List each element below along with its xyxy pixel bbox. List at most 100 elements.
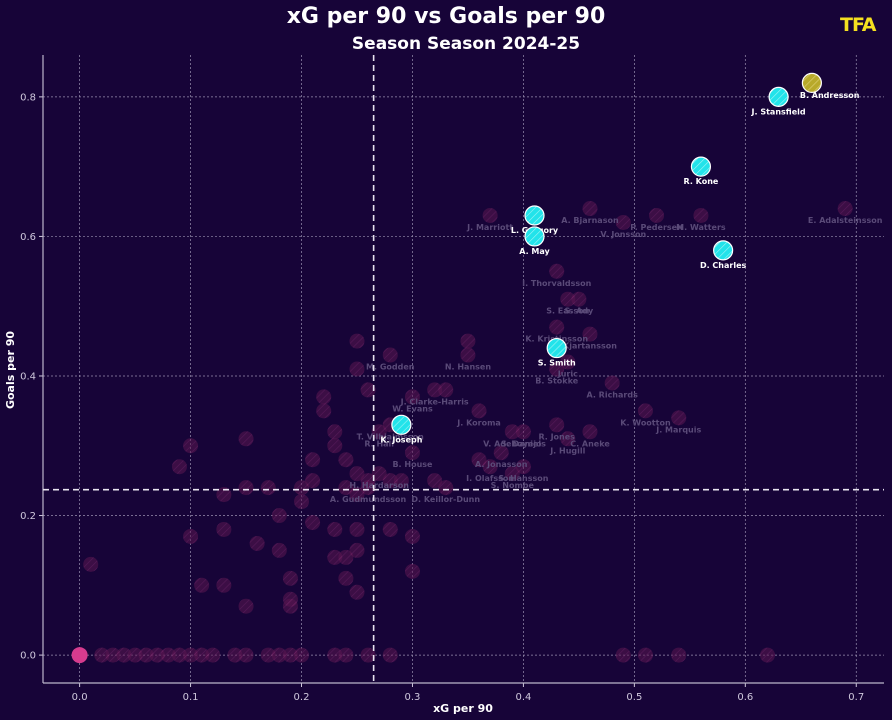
player-point[interactable]	[582, 201, 598, 217]
player-point[interactable]	[305, 473, 321, 489]
player-point[interactable]	[171, 459, 187, 475]
highlighted-player-point[interactable]	[524, 205, 545, 226]
player-point[interactable]	[260, 647, 276, 663]
player-point[interactable]	[460, 347, 476, 363]
player-point[interactable]	[216, 487, 232, 503]
player-point[interactable]	[404, 563, 420, 579]
zero-player-point[interactable]	[71, 647, 88, 664]
player-point[interactable]	[271, 542, 287, 558]
player-point[interactable]	[404, 389, 420, 405]
player-point[interactable]	[482, 207, 498, 223]
player-point[interactable]	[327, 521, 343, 537]
player-point[interactable]	[271, 647, 287, 663]
player-point[interactable]	[227, 647, 243, 663]
player-point[interactable]	[560, 354, 576, 370]
player-point[interactable]	[549, 417, 565, 433]
player-point[interactable]	[282, 647, 298, 663]
player-point[interactable]	[116, 647, 132, 663]
player-point[interactable]	[349, 521, 365, 537]
player-point[interactable]	[305, 515, 321, 531]
player-point[interactable]	[327, 424, 343, 440]
player-point[interactable]	[471, 403, 487, 419]
highlighted-player-point[interactable]	[524, 226, 545, 247]
player-point[interactable]	[238, 647, 254, 663]
player-point[interactable]	[515, 424, 531, 440]
player-point[interactable]	[327, 438, 343, 454]
player-point[interactable]	[493, 445, 509, 461]
player-point[interactable]	[560, 431, 576, 447]
player-point[interactable]	[615, 647, 631, 663]
player-point[interactable]	[482, 459, 498, 475]
player-point[interactable]	[294, 480, 310, 496]
player-point[interactable]	[382, 521, 398, 537]
highlighted-player-point[interactable]	[690, 156, 712, 177]
player-point[interactable]	[515, 459, 531, 475]
player-point[interactable]	[549, 263, 565, 279]
player-point[interactable]	[238, 480, 254, 496]
player-point[interactable]	[349, 584, 365, 600]
player-point[interactable]	[582, 326, 598, 342]
player-point[interactable]	[216, 577, 232, 593]
player-point[interactable]	[338, 549, 354, 565]
player-point[interactable]	[549, 361, 565, 377]
player-point[interactable]	[338, 570, 354, 586]
player-point[interactable]	[205, 647, 221, 663]
player-point[interactable]	[327, 647, 343, 663]
player-point[interactable]	[671, 647, 687, 663]
player-point[interactable]	[327, 549, 343, 565]
player-point[interactable]	[560, 291, 576, 307]
player-point[interactable]	[360, 382, 376, 398]
player-point[interactable]	[160, 647, 176, 663]
player-point[interactable]	[216, 521, 232, 537]
player-point[interactable]	[271, 508, 287, 524]
player-point[interactable]	[183, 438, 199, 454]
player-point[interactable]	[382, 473, 398, 489]
player-point[interactable]	[549, 319, 565, 335]
player-point[interactable]	[316, 389, 332, 405]
player-point[interactable]	[438, 382, 454, 398]
player-point[interactable]	[171, 647, 187, 663]
player-point[interactable]	[349, 333, 365, 349]
player-point[interactable]	[83, 556, 99, 572]
player-point[interactable]	[260, 480, 276, 496]
player-point[interactable]	[837, 201, 853, 217]
player-point[interactable]	[637, 403, 653, 419]
player-point[interactable]	[371, 424, 387, 440]
player-point[interactable]	[338, 452, 354, 468]
player-point[interactable]	[693, 207, 709, 223]
player-point[interactable]	[382, 647, 398, 663]
player-point[interactable]	[360, 480, 376, 496]
highlighted-player-point[interactable]	[713, 240, 734, 261]
player-point[interactable]	[671, 410, 687, 426]
player-point[interactable]	[127, 647, 143, 663]
player-point[interactable]	[438, 480, 454, 496]
highlighted-player-point[interactable]	[391, 414, 412, 435]
player-point[interactable]	[249, 535, 265, 551]
player-point[interactable]	[294, 494, 310, 510]
player-point[interactable]	[94, 647, 110, 663]
player-point[interactable]	[238, 431, 254, 447]
player-point[interactable]	[371, 466, 387, 482]
highlighted-player-point[interactable]	[768, 86, 789, 107]
player-point[interactable]	[138, 647, 154, 663]
player-point[interactable]	[582, 424, 598, 440]
player-point[interactable]	[282, 570, 298, 586]
player-point[interactable]	[194, 577, 210, 593]
player-point[interactable]	[349, 466, 365, 482]
player-point[interactable]	[360, 647, 376, 663]
player-point[interactable]	[460, 333, 476, 349]
player-point[interactable]	[294, 647, 310, 663]
player-point[interactable]	[238, 598, 254, 614]
player-point[interactable]	[282, 598, 298, 614]
player-point[interactable]	[637, 647, 653, 663]
player-point[interactable]	[316, 403, 332, 419]
player-point[interactable]	[471, 452, 487, 468]
player-point[interactable]	[338, 647, 354, 663]
player-point[interactable]	[305, 452, 321, 468]
player-point[interactable]	[615, 214, 631, 230]
player-point[interactable]	[194, 647, 210, 663]
player-point[interactable]	[504, 424, 520, 440]
highlighted-player-point[interactable]	[546, 337, 567, 359]
player-point[interactable]	[649, 207, 665, 223]
player-point[interactable]	[349, 361, 365, 377]
